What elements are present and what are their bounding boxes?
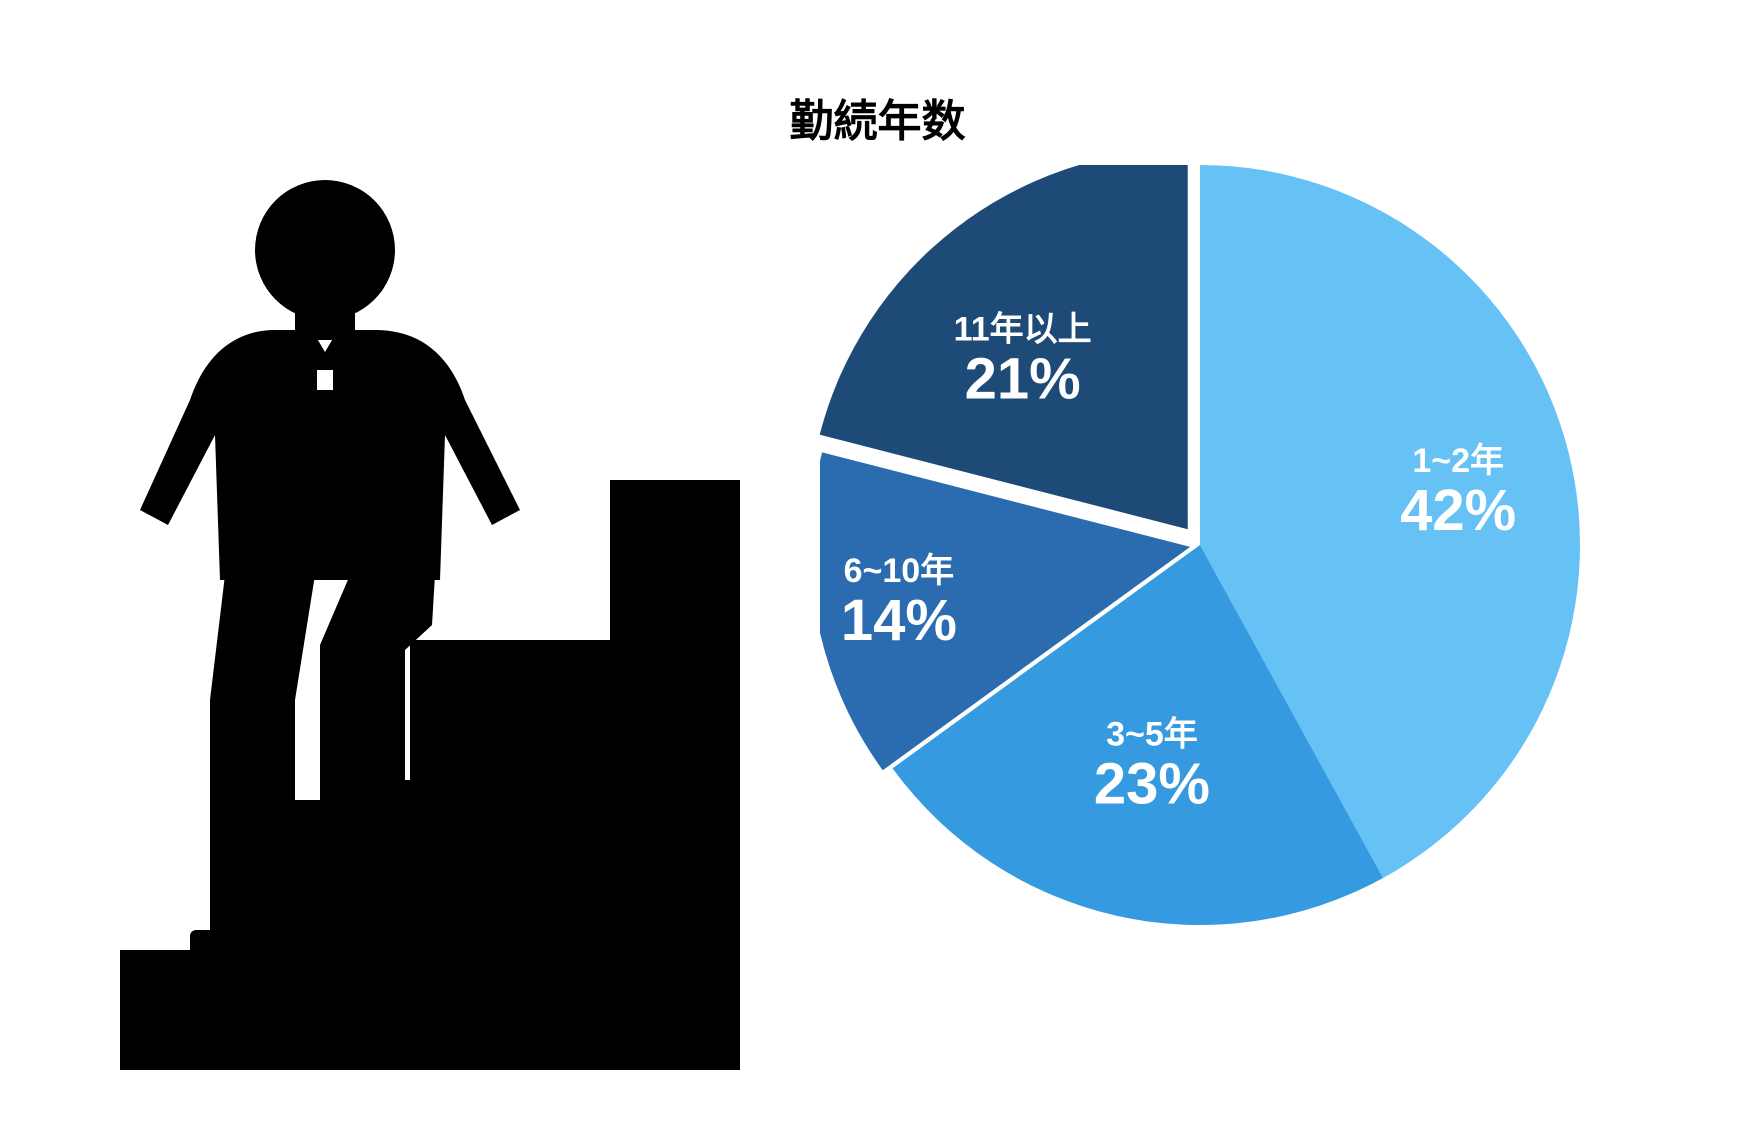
pie-slice-label-3: 11年以上 [954, 311, 1092, 349]
pie-slice-value-0: 42% [1400, 478, 1516, 543]
pie-slice-label-1: 3~5年 [1106, 716, 1198, 754]
pie-slice-value-2: 14% [841, 588, 957, 653]
pie-slice-value-3: 21% [965, 347, 1081, 412]
pie-slice-label-0: 1~2年 [1412, 442, 1504, 480]
pie-slice-label-2: 6~10年 [844, 552, 955, 590]
pie-slice-value-1: 23% [1094, 752, 1210, 817]
businessman-climbing-stairs-icon [120, 180, 740, 1070]
tenure-pie-chart: 1~2年42% 3~5年23% 6~10年14% 11年以上21% [820, 165, 1580, 925]
chart-title: 勤続年数 [0, 85, 1755, 149]
